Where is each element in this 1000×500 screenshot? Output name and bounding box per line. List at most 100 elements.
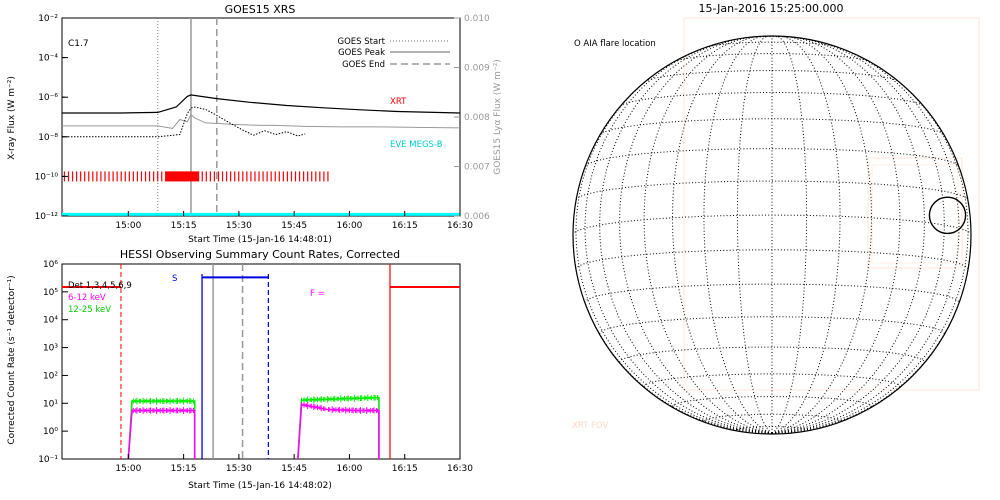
series-6-12-kev	[127, 409, 196, 460]
grid-meridian	[771, 36, 901, 434]
eve-label: EVE MEGS-B	[390, 140, 443, 150]
grid-parallel	[599, 118, 945, 136]
xrt-obs-tick	[124, 171, 126, 182]
xrt-fov-label: XRT FOV	[572, 421, 608, 431]
xrt-obs-tick	[327, 171, 329, 182]
goes-flare-class: C1.7	[68, 39, 89, 49]
hessi-ytick-label: 10¹	[43, 399, 58, 409]
xrt-obs-tick	[298, 171, 301, 182]
grid-parallel	[645, 69, 899, 82]
xrt-obs-tick	[213, 171, 216, 182]
xrt-obs-tick	[311, 171, 313, 182]
hessi-ytick-label: 10⁴	[43, 316, 58, 326]
xrt-obs-tick	[108, 171, 110, 182]
xrt-obs-tick	[315, 171, 317, 182]
hessi-ytick-label: 10²	[43, 371, 58, 381]
goes-xlabel: Start Time (15-Jan-16 14:48:01)	[188, 235, 332, 245]
legend-6-12kev: 6-12 keV	[68, 293, 106, 303]
goes-xtick-label: 15:45	[281, 221, 307, 231]
xrt-obs-tick	[84, 171, 86, 182]
xrt-obs-tick	[197, 171, 200, 182]
goes-y2tick-label: 0.010	[464, 14, 490, 24]
hessi-xtick-label: 15:30	[226, 464, 252, 474]
xrt-obs-tick	[290, 171, 293, 182]
grid-meridian	[619, 37, 773, 434]
grid-parallel	[572, 214, 972, 236]
xrt-obs-tick	[274, 171, 276, 182]
grid-meridian	[599, 38, 773, 434]
xrt-obs-tick	[323, 171, 325, 182]
grid-parallel	[674, 53, 870, 62]
goes-marks	[62, 18, 461, 216]
legend-goes-peak: GOES Peak	[338, 48, 385, 58]
xrt-obs-tick	[234, 171, 236, 182]
goes-xtick-label: 15:15	[171, 221, 197, 231]
grid-meridian	[671, 36, 773, 434]
goes-xtick-label: 16:00	[336, 221, 362, 231]
xrt-obs-tick	[116, 171, 118, 182]
hessi-xtick-label: 15:45	[281, 464, 307, 474]
grid-meridian	[771, 64, 969, 434]
xrt-fov-inner-boxes	[867, 157, 963, 269]
goes-legend: GOES Start GOES Peak GOES End	[337, 37, 450, 70]
hessi-title: HESSI Observing Summary Count Rates, Cor…	[120, 248, 400, 261]
goes-ticks: 15:00 15:15 15:30 15:45 16:00 16:15 16:30 10⁻¹²…	[35, 14, 490, 231]
xrt-fov-box	[683, 17, 980, 391]
series-goes-low	[62, 106, 306, 138]
solar-map: 15-Jan-2016 15:25:00.000 O AIA flare loc…	[572, 2, 980, 435]
grid-parallel	[575, 180, 969, 201]
series-xrt-flux	[62, 94, 461, 114]
xrt-obs-tick	[225, 171, 228, 182]
xrt-obs-tick	[319, 171, 321, 182]
xrt-obs-tick	[96, 171, 98, 182]
xrt-obs-tick	[238, 171, 240, 182]
hessi-ytick-label: 10⁰	[43, 427, 58, 437]
grid-meridian	[584, 44, 773, 434]
goes-xtick-label: 15:30	[226, 221, 252, 231]
grid-meridian	[771, 38, 945, 434]
xrt-obs-tick	[67, 171, 70, 182]
goes-title: GOES15 XRS	[225, 3, 296, 16]
xrt-obs-tick	[136, 171, 139, 182]
grid-meridian	[771, 35, 808, 434]
goes-xtick-label: 16:30	[447, 221, 473, 231]
hessi-plot-frame	[61, 263, 461, 460]
xrt-obs-tick	[140, 171, 143, 182]
hessi-xtick-label: 16:30	[447, 464, 473, 474]
xrt-obs-tick	[120, 171, 122, 182]
xrt-obs-tick	[246, 171, 248, 182]
flag-s: S	[172, 274, 177, 284]
grid-meridian	[575, 64, 773, 434]
legend-12-25kev: 12-25 keV	[68, 305, 111, 315]
xrt-obs-tick	[250, 171, 252, 182]
xrt-obs-tick	[278, 171, 280, 182]
goes-ytick-label: 10⁻⁴	[38, 54, 58, 64]
xrt-obs-tick	[80, 171, 82, 182]
hessi-marks	[62, 264, 460, 460]
xrt-obs-tick	[294, 171, 297, 182]
grid-meridian	[771, 35, 841, 434]
goes-ytick-label: 10⁻²	[38, 14, 58, 24]
goes-y2tick-label: 0.007	[464, 163, 490, 173]
legend-detectors: Det 1,3,4,5,6,9	[68, 281, 132, 291]
grid-meridian	[736, 35, 773, 434]
hessi-panel: HESSI Observing Summary Count Rates, Cor…	[7, 248, 473, 491]
goes-ytick-label: 10⁻⁸	[38, 133, 58, 143]
xrt-label: XRT	[390, 97, 407, 107]
hessi-ytick-label: 10⁶	[43, 260, 58, 270]
goes-plot-frame	[61, 17, 461, 217]
legend-goes-end: GOES End	[342, 60, 385, 70]
grid-parallel	[619, 346, 925, 363]
xrt-obs-tick	[303, 171, 305, 182]
xrt-obs-tick	[254, 171, 256, 182]
grid-meridian	[643, 36, 773, 434]
grid-parallel	[707, 41, 837, 48]
xrt-observation-band	[63, 171, 329, 182]
legend-goes-start: GOES Start	[337, 37, 385, 47]
xrt-obs-tick	[258, 171, 260, 182]
xrt-obs-tick	[104, 171, 106, 182]
xrt-obs-tick	[205, 171, 207, 182]
goes-y2tick-label: 0.009	[464, 64, 490, 74]
xrt-obs-tick	[307, 171, 309, 182]
xrt-obs-tick	[217, 171, 220, 182]
